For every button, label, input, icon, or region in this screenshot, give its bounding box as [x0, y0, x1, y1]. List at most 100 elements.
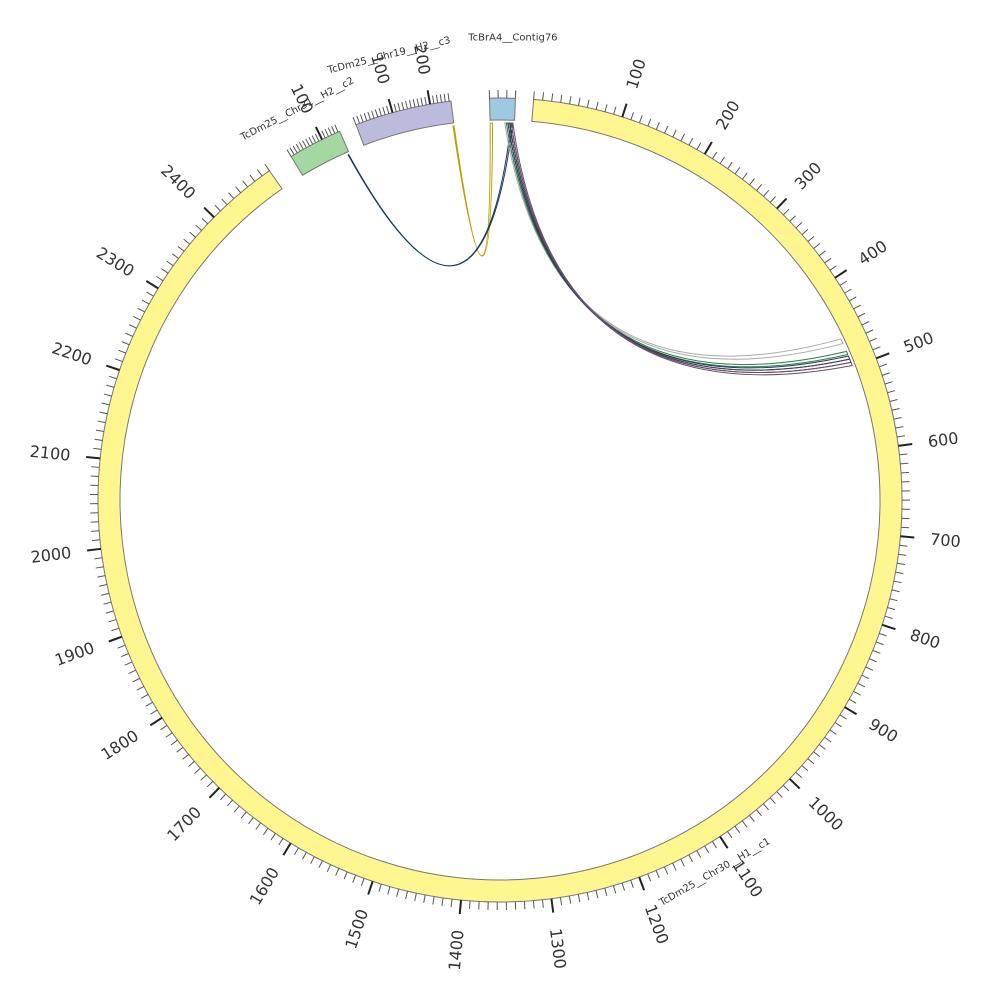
minor-tick — [295, 143, 301, 152]
major-tick — [788, 778, 801, 790]
minor-tick — [146, 291, 154, 297]
minor-tick — [176, 746, 184, 753]
major-tick — [834, 269, 848, 279]
minor-tick — [118, 349, 126, 354]
minor-tick — [896, 435, 906, 438]
minor-tick — [91, 530, 100, 532]
tick-label: 1700 — [163, 803, 205, 845]
major-tick — [875, 352, 890, 360]
minor-tick — [839, 714, 847, 720]
minor-tick — [221, 198, 228, 206]
minor-tick — [782, 784, 790, 792]
tick-label: 1200 — [641, 902, 673, 947]
minor-tick — [621, 882, 626, 891]
minor-tick — [240, 811, 247, 819]
minor-tick — [105, 610, 114, 614]
minor-tick — [367, 111, 371, 120]
minor-tick — [865, 329, 874, 334]
minor-tick — [688, 854, 693, 863]
minor-tick — [882, 372, 890, 376]
minor-tick — [672, 129, 677, 138]
minor-tick — [327, 127, 333, 136]
minor-tick — [416, 98, 420, 107]
tick-label: 700 — [929, 530, 961, 552]
minor-tick — [769, 797, 776, 804]
tick-label: 300 — [791, 158, 826, 193]
tick-label: 1900 — [52, 638, 97, 670]
minor-tick — [441, 897, 444, 906]
minor-tick — [865, 666, 874, 671]
tick-label: 1400 — [445, 929, 468, 971]
tick-label: 2300 — [93, 243, 138, 281]
minor-tick — [101, 402, 110, 406]
minor-tick — [161, 268, 169, 274]
minor-tick — [177, 245, 185, 252]
minor-tick — [103, 393, 112, 397]
minor-tick — [807, 236, 815, 242]
minor-tick — [408, 100, 412, 109]
major-tick — [898, 443, 913, 447]
ticks-layer — [86, 90, 915, 915]
minor-tick — [195, 224, 203, 231]
tick-label: 1600 — [246, 864, 283, 909]
minor-tick — [371, 110, 375, 119]
minor-tick — [145, 701, 153, 707]
link-c4-c2 — [347, 122, 514, 267]
minor-tick — [111, 627, 120, 632]
major-tick — [145, 280, 159, 290]
segment-label-c4: TcBrA4__Contig76 — [467, 33, 557, 44]
minor-tick — [664, 125, 669, 134]
minor-tick — [294, 847, 299, 856]
minor-tick — [125, 332, 133, 337]
link-c4-c1 — [510, 122, 853, 376]
major-tick — [105, 364, 120, 372]
minor-tick — [363, 113, 368, 121]
minor-tick — [680, 858, 685, 867]
minor-tick — [853, 690, 861, 696]
minor-tick — [414, 893, 417, 902]
minor-tick — [560, 94, 563, 103]
minor-tick — [612, 885, 617, 894]
minor-tick — [235, 186, 242, 194]
minor-tick — [99, 411, 108, 415]
minor-tick — [132, 677, 140, 683]
minor-tick — [124, 661, 133, 666]
major-tick — [458, 900, 463, 915]
minor-tick — [93, 447, 102, 450]
minor-tick — [857, 682, 866, 688]
minor-tick — [896, 562, 905, 566]
minor-tick — [305, 138, 310, 147]
minor-tick — [818, 744, 826, 750]
minor-tick — [542, 92, 545, 101]
major-tick — [550, 898, 555, 913]
minor-tick — [861, 674, 870, 680]
tick-label: 1800 — [97, 726, 142, 764]
minor-tick — [688, 137, 694, 146]
tick-label: 2000 — [30, 543, 73, 567]
minor-tick — [569, 96, 572, 105]
minor-tick — [220, 793, 227, 801]
minor-tick — [704, 845, 710, 854]
minor-tick — [807, 758, 815, 765]
minor-tick — [289, 147, 295, 155]
minor-tick — [783, 208, 790, 216]
major-tick — [776, 197, 788, 210]
minor-tick — [133, 316, 141, 321]
minor-tick — [374, 109, 379, 118]
minor-tick — [696, 850, 702, 858]
minor-tick — [763, 190, 770, 197]
minor-tick — [734, 167, 741, 175]
labels-layer: 1002003004005006007008009001000110012001… — [29, 33, 962, 972]
minor-tick — [108, 375, 117, 380]
minor-tick — [166, 260, 174, 267]
minor-tick — [861, 321, 870, 326]
minor-tick — [270, 833, 276, 841]
minor-tick — [255, 822, 262, 830]
minor-tick — [97, 420, 106, 424]
minor-tick — [776, 791, 783, 798]
minor-tick — [901, 471, 910, 474]
minor-tick — [901, 526, 910, 529]
minor-tick — [311, 135, 317, 143]
minor-tick — [432, 95, 435, 104]
major-tick — [621, 103, 628, 118]
